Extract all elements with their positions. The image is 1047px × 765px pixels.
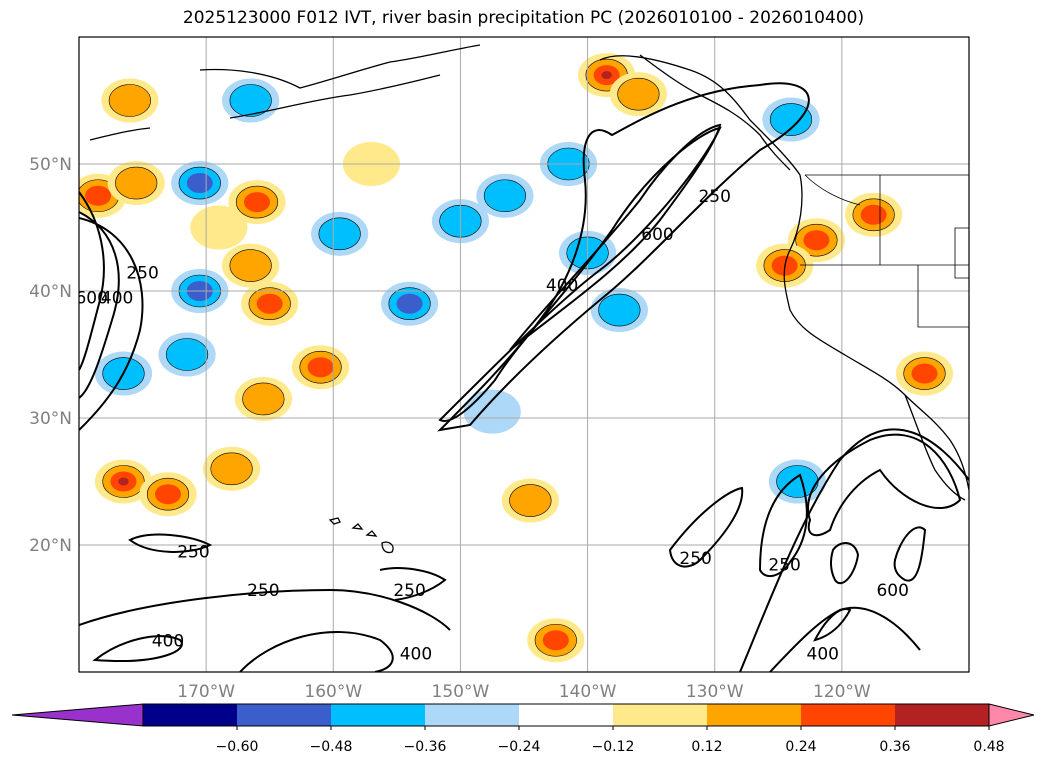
- precip-blob: [598, 293, 641, 327]
- precip-blob: [860, 204, 887, 225]
- colorbar-extend-high: [988, 703, 1035, 727]
- colorbar-segment: [613, 704, 708, 726]
- precip-blob: [396, 293, 423, 314]
- precip-blob: [307, 357, 334, 378]
- colorbar-segment: [143, 704, 238, 726]
- contour-label: 600: [75, 289, 107, 309]
- lat-tick-label: 50°N: [29, 155, 72, 175]
- precip-blob: [155, 484, 181, 505]
- colorbar-segment: [331, 704, 426, 726]
- contour-label: 400: [807, 644, 839, 664]
- chart-title: 2025123000 F012 IVT, river basin precipi…: [182, 8, 865, 28]
- contour-label: 250: [393, 581, 425, 601]
- lon-tick-label: 150°W: [432, 682, 490, 702]
- colorbar-segment: [707, 704, 802, 726]
- contour-label: 250: [126, 263, 158, 283]
- precip-blob: [210, 452, 253, 486]
- contour-label: 400: [546, 276, 578, 296]
- state-borders: [800, 174, 969, 328]
- precip-blob: [463, 389, 521, 434]
- contour-label: 250: [177, 543, 209, 563]
- precip-blob: [190, 205, 248, 250]
- latitude-labels: 20°N 30°N 40°N 50°N: [29, 155, 72, 556]
- colorbar-tick-label: −0.60: [216, 739, 259, 755]
- coastlines: [89, 44, 969, 554]
- colorbar-tick-label: 0.48: [973, 739, 1004, 755]
- colorbar-tick-label: −0.36: [404, 739, 447, 755]
- colorbar-tick-label: −0.12: [592, 739, 635, 755]
- lat-tick-label: 20°N: [29, 536, 72, 556]
- precip-blob: [769, 103, 813, 136]
- colorbar-extend-low: [11, 703, 144, 727]
- precip-blob: [483, 179, 527, 213]
- precip-blob: [118, 477, 129, 486]
- map-frame: [78, 36, 970, 673]
- lat-tick-label: 40°N: [29, 282, 72, 302]
- precip-blob: [803, 230, 830, 251]
- colorbar: −0.60 −0.48 −0.36 −0.24 −0.12 0.12 0.24 0.36 0.4…: [11, 703, 1035, 755]
- precip-blob: [186, 173, 213, 194]
- lon-tick-label: 130°W: [686, 682, 744, 702]
- precip-blob: [509, 484, 552, 517]
- precip-blob: [542, 630, 569, 651]
- colorbar-segment: [237, 704, 332, 726]
- precip-blob: [229, 84, 272, 117]
- colorbar-segment: [425, 704, 520, 726]
- precip-blob: [601, 71, 612, 80]
- precip-blob: [318, 217, 361, 251]
- precip-blob: [108, 84, 151, 117]
- colorbar-tick-label: −0.24: [498, 739, 541, 755]
- contour-label: 400: [101, 289, 133, 309]
- contour-label: 400: [400, 644, 432, 664]
- precip-blob: [617, 77, 660, 111]
- contour-label: 250: [679, 549, 711, 569]
- lon-tick-label: 120°W: [813, 682, 871, 702]
- precip-blob: [242, 382, 285, 416]
- contour-label: 600: [641, 225, 673, 245]
- precip-blob: [165, 338, 209, 371]
- colorbar-frame: [142, 703, 990, 727]
- precip-blob: [85, 185, 112, 206]
- contour-label: 600: [876, 581, 908, 601]
- ivt-contours: [79, 82, 969, 672]
- contour-label: 400: [152, 632, 184, 652]
- gridlines: [79, 37, 969, 672]
- contour-label: 250: [698, 187, 730, 207]
- contour-label: 250: [247, 581, 279, 601]
- colorbar-tick-label: 0.24: [785, 739, 816, 755]
- colorbar-tick-label: −0.48: [310, 739, 353, 755]
- lon-tick-label: 160°W: [304, 682, 362, 702]
- precip-blob: [256, 293, 283, 314]
- lon-tick-label: 170°W: [177, 682, 235, 702]
- precip-blob: [911, 363, 938, 384]
- precip-blob: [229, 249, 272, 282]
- contour-label: 250: [768, 555, 800, 575]
- colorbar-segment: [519, 704, 614, 726]
- colorbar-segment: [801, 704, 896, 726]
- colorbar-tick-label: 0.36: [879, 739, 910, 755]
- longitude-labels: 170°W 160°W 150°W 140°W 130°W 120°W: [177, 682, 871, 702]
- lat-tick-label: 30°N: [29, 409, 72, 429]
- precip-blob: [244, 192, 270, 213]
- lon-tick-label: 140°W: [559, 682, 617, 702]
- precip-blob: [115, 166, 158, 200]
- colorbar-tick-label: 0.12: [691, 739, 722, 755]
- colorbar-segment: [895, 704, 990, 726]
